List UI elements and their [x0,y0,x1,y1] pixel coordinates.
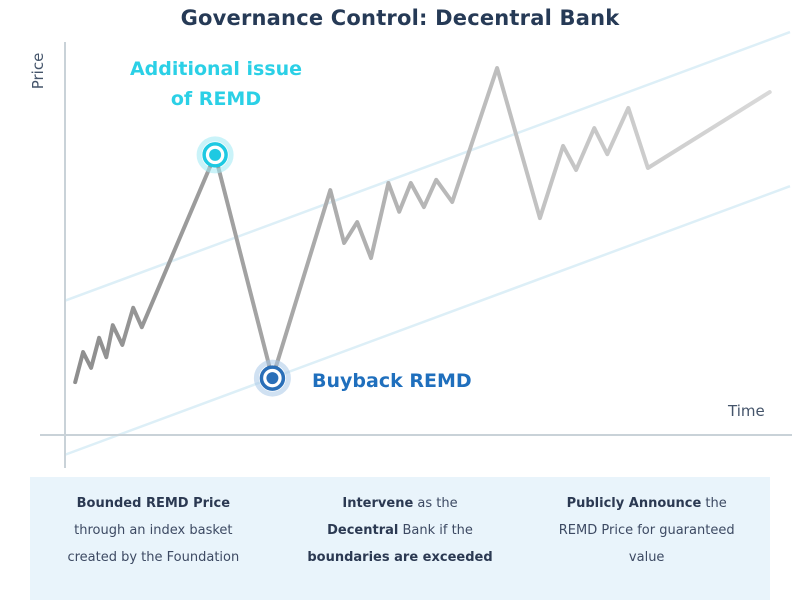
footer-cards: Bounded REMD Price through an index baske… [30,477,770,600]
footer-text-segment: Decentral [327,523,399,538]
footer-text-segment: the [701,496,727,511]
buyback-marker [253,359,291,397]
page-title: Governance Control: Decentral Bank [180,6,620,30]
footer-card-line: REMD Price for guaranteed [523,517,770,544]
footer-card: Publicly Announce the REMD Price for guar… [523,477,770,600]
annotation-additional-issue: Additional issue of REMD [118,54,314,114]
footer-text-segment: Intervene [342,496,414,511]
annotation-buyback: Buyback REMD [312,370,472,392]
footer-text-segment: value [628,550,665,565]
annotation-additional-issue-line2: of REMD [170,88,262,110]
footer-text-segment: Bank if the [398,523,473,538]
footer-text-segment: through an index basket [74,523,233,538]
price-line-chart-svg [40,30,792,468]
x-axis-label: Time [728,402,765,420]
footer-card-line: through an index basket [30,517,277,544]
annotation-additional-issue-line1: Additional issue [129,58,303,80]
footer-text-segment: Bounded REMD Price [76,496,231,511]
footer-card: Bounded REMD Price through an index baske… [30,477,277,600]
footer-text-segment: as the [413,496,458,511]
price-line [73,66,772,385]
footer-card-line: created by the Foundation [30,544,277,571]
y-axis-label: Price [29,52,47,90]
footer-card-line: Publicly Announce the [523,490,770,517]
footer-text-segment: REMD Price for guaranteed [558,523,735,538]
footer-card-line: value [523,544,770,571]
additional-issue-marker [196,136,234,174]
footer-card-line: Bounded REMD Price [30,490,277,517]
price-time-chart: Price Time Additional issue of REMD Buyb… [29,30,792,468]
footer-text-segment: boundaries are exceeded [307,550,493,565]
footer-card-line: Decentral Bank if the [277,517,524,544]
upper-boundary-line [64,30,791,302]
footer-card: Intervene as the Decentral Bank if the bou… [277,477,524,600]
lower-boundary-line [64,184,791,456]
footer-card-line: Intervene as the [277,490,524,517]
footer-text-segment: created by the Foundation [67,550,240,565]
footer-card-line: boundaries are exceeded [277,544,524,571]
footer-text-segment: Publicly Announce [566,496,702,511]
